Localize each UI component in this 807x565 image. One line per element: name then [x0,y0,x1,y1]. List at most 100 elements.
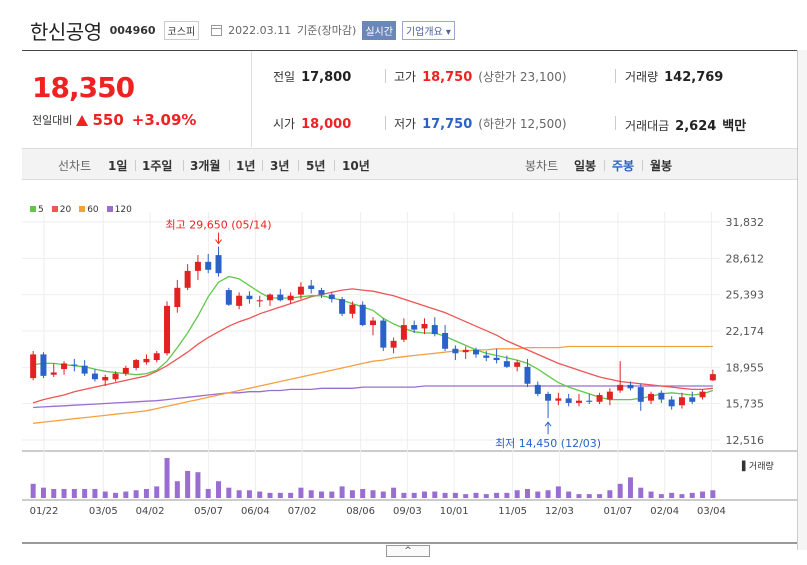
candle-body [349,304,356,314]
candle-body [81,365,88,374]
volume-bar [648,491,654,498]
volume-bar [473,492,479,498]
candle-body [194,261,201,271]
candle-body [61,363,68,370]
volume-bar [30,483,36,498]
volume-bar [339,486,345,498]
tab-daily[interactable]: 일봉 [574,159,597,173]
volume-bar [164,458,170,498]
tab-separator [642,160,643,171]
volume-bar [92,488,98,498]
candle-body [246,295,253,300]
stat-high: 고가 18,750 (상한가 23,100) [394,68,567,85]
candle-body [215,255,222,274]
stat-value: 17,750 [422,117,473,132]
legend-label: 20 [59,205,72,215]
x-axis-labels: 01/22 03/05 04/02 05/07 06/04 07/02 08/06 09/03… [30,506,726,517]
candle-body [555,398,562,401]
volume-bar [370,490,376,498]
x-tick-label: 12/03 [545,506,574,517]
stat-low: 저가 17,750 (하한가 12,500) [394,115,567,132]
realtime-button[interactable]: 실시간 [362,20,396,40]
line-chart-label: 선차트 [58,159,92,173]
volume-bar [226,487,232,498]
candle-body [205,261,212,270]
legend-swatch [106,206,113,212]
y-tick-label: 15,735 [726,398,765,411]
volume-bar [360,488,366,498]
volume-bar [143,488,149,498]
tab-weekly[interactable]: 주봉 [612,159,635,173]
candle-body [400,325,407,340]
change-percent: +3.09% [131,111,197,129]
stat-value: 18,750 [422,70,473,85]
stat-amount: 거래대금 2,624 백만 [625,115,746,134]
tab-10y[interactable]: 10년 [342,159,370,173]
volume-bar [267,492,273,498]
volume-bar [689,492,695,498]
x-tick-label: 03/05 [89,506,118,517]
volume-bar [123,491,129,498]
stat-value: 142,769 [664,70,724,85]
volume-bar [380,491,386,498]
right-panel-edge [797,50,807,550]
calendar-icon [211,24,223,36]
stat-sub: (하한가 12,500) [478,117,567,131]
tab-separator [604,160,605,171]
candle-body [339,299,346,314]
stock-code: 004960 [109,23,156,37]
tab-1d[interactable]: 1일 [108,159,128,173]
candle-body [524,366,531,384]
volume-bar [236,490,242,498]
y-tick-label: 31,832 [726,216,765,229]
tab-separator [262,160,263,171]
x-tick-label: 02/04 [650,506,679,517]
candle-body [370,320,376,326]
stat-label: 거래량 [625,70,659,84]
volume-bar [524,488,530,498]
volume-bar [586,494,592,498]
ma20-line [32,288,713,404]
x-tick-label: 01/07 [603,506,632,517]
tab-separator [229,160,230,171]
candle-body [658,392,665,400]
candle-body [287,295,294,301]
tab-3y[interactable]: 3년 [270,159,290,173]
y-axis-labels: 31,832 28,612 25,393 22,174 18,955 15,735 12,5… [726,216,765,447]
candle-body [102,376,109,381]
tab-5y[interactable]: 5년 [306,159,326,173]
tab-1y[interactable]: 1년 [236,159,256,173]
x-tick-label: 09/03 [393,506,422,517]
candle-body [184,270,191,288]
tab-monthly[interactable]: 월봉 [650,159,673,173]
chevron-up-icon: ^ [404,546,412,556]
x-tick-label: 10/01 [440,506,469,517]
candle-body [606,391,613,400]
candle-body [236,295,243,306]
volume-bar [638,487,644,498]
volume-bar [617,483,623,498]
stat-prev-close: 전일 17,800 [273,68,351,85]
volume-bar [51,488,57,498]
tab-separator [135,160,136,171]
volume-bar [195,472,201,498]
tab-1w[interactable]: 1주일 [142,159,173,173]
candle-body [421,323,428,329]
up-triangle-icon [76,114,89,126]
stat-separator [615,116,616,130]
candle-body [153,353,160,361]
candle-body [472,349,479,355]
tab-3m[interactable]: 3개월 [190,159,221,173]
x-tick-label: 08/06 [346,506,375,517]
stats-panel: 전일 17,800 고가 18,750 (상한가 23,100) 거래량 142… [253,51,797,147]
legend-label: 60 [87,205,99,215]
candle-body [514,362,521,367]
volume-bar [298,487,304,498]
company-info-button[interactable]: 기업개요 ▾ [401,20,455,40]
collapse-button[interactable]: ^ [386,545,430,557]
candle-body [678,397,685,406]
x-tick-label: 05/07 [194,506,223,517]
candle-body [431,325,438,335]
volume-bar [401,492,407,498]
